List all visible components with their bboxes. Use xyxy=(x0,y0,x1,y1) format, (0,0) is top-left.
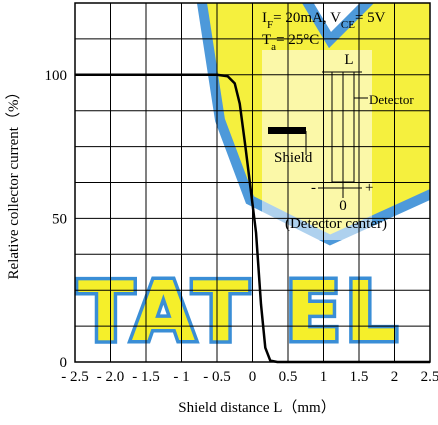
x-tick-label: - 0.5 xyxy=(203,369,231,385)
inset-label: 0 xyxy=(339,198,347,214)
y-axis-title: Relative collector current（%） xyxy=(5,85,22,280)
condition-text: = 20mA, V xyxy=(273,10,341,26)
inset-label: (Detector center) xyxy=(285,216,387,232)
x-tick-label: 2.5 xyxy=(421,369,438,385)
y-tick-label: 0 xyxy=(60,355,68,371)
conditions: IF= 20mA, VCE= 5V xyxy=(262,10,386,31)
condition-text: T xyxy=(262,32,271,48)
x-tick-label: - 1.5 xyxy=(132,369,160,385)
watermark: TAT EL xyxy=(75,3,430,362)
inset-backdrop xyxy=(262,50,372,240)
inset-label: Detector xyxy=(369,92,414,107)
condition-text: CE xyxy=(341,19,355,31)
condition-text: F xyxy=(267,19,273,31)
x-tick-label: 1 xyxy=(320,369,328,385)
inset-label: - xyxy=(311,180,316,196)
plot-frame xyxy=(74,2,431,363)
x-tick-label: 2 xyxy=(391,369,399,385)
x-tick-label: 1.5 xyxy=(350,369,369,385)
x-axis-title: Shield distance L（mm） xyxy=(178,399,335,416)
inset-diagram: L Detector Shield - + 0 (Detector center… xyxy=(268,52,414,232)
inset-label: Shield xyxy=(274,150,313,166)
curve xyxy=(75,73,430,364)
inset-label: + xyxy=(365,180,373,196)
shield-bar xyxy=(268,127,306,134)
inset-label: L xyxy=(344,52,353,68)
y-tick-label: 50 xyxy=(52,211,67,227)
condition-text: I xyxy=(262,10,267,26)
y-tick-label: 100 xyxy=(45,68,68,84)
condition-text: = 5V xyxy=(355,10,386,26)
condition-text: = 25°C xyxy=(276,32,319,48)
x-tick-label: 0 xyxy=(249,369,257,385)
conditions: Ta= 25°C xyxy=(262,32,319,53)
x-tick-label: - 1 xyxy=(173,369,189,385)
x-tick-label: 0.5 xyxy=(279,369,298,385)
x-tick-label: - 2.5 xyxy=(61,369,89,385)
x-tick-label: - 2.0 xyxy=(97,369,125,385)
watermark-text: TAT EL xyxy=(78,265,401,360)
condition-text: a xyxy=(271,41,276,53)
